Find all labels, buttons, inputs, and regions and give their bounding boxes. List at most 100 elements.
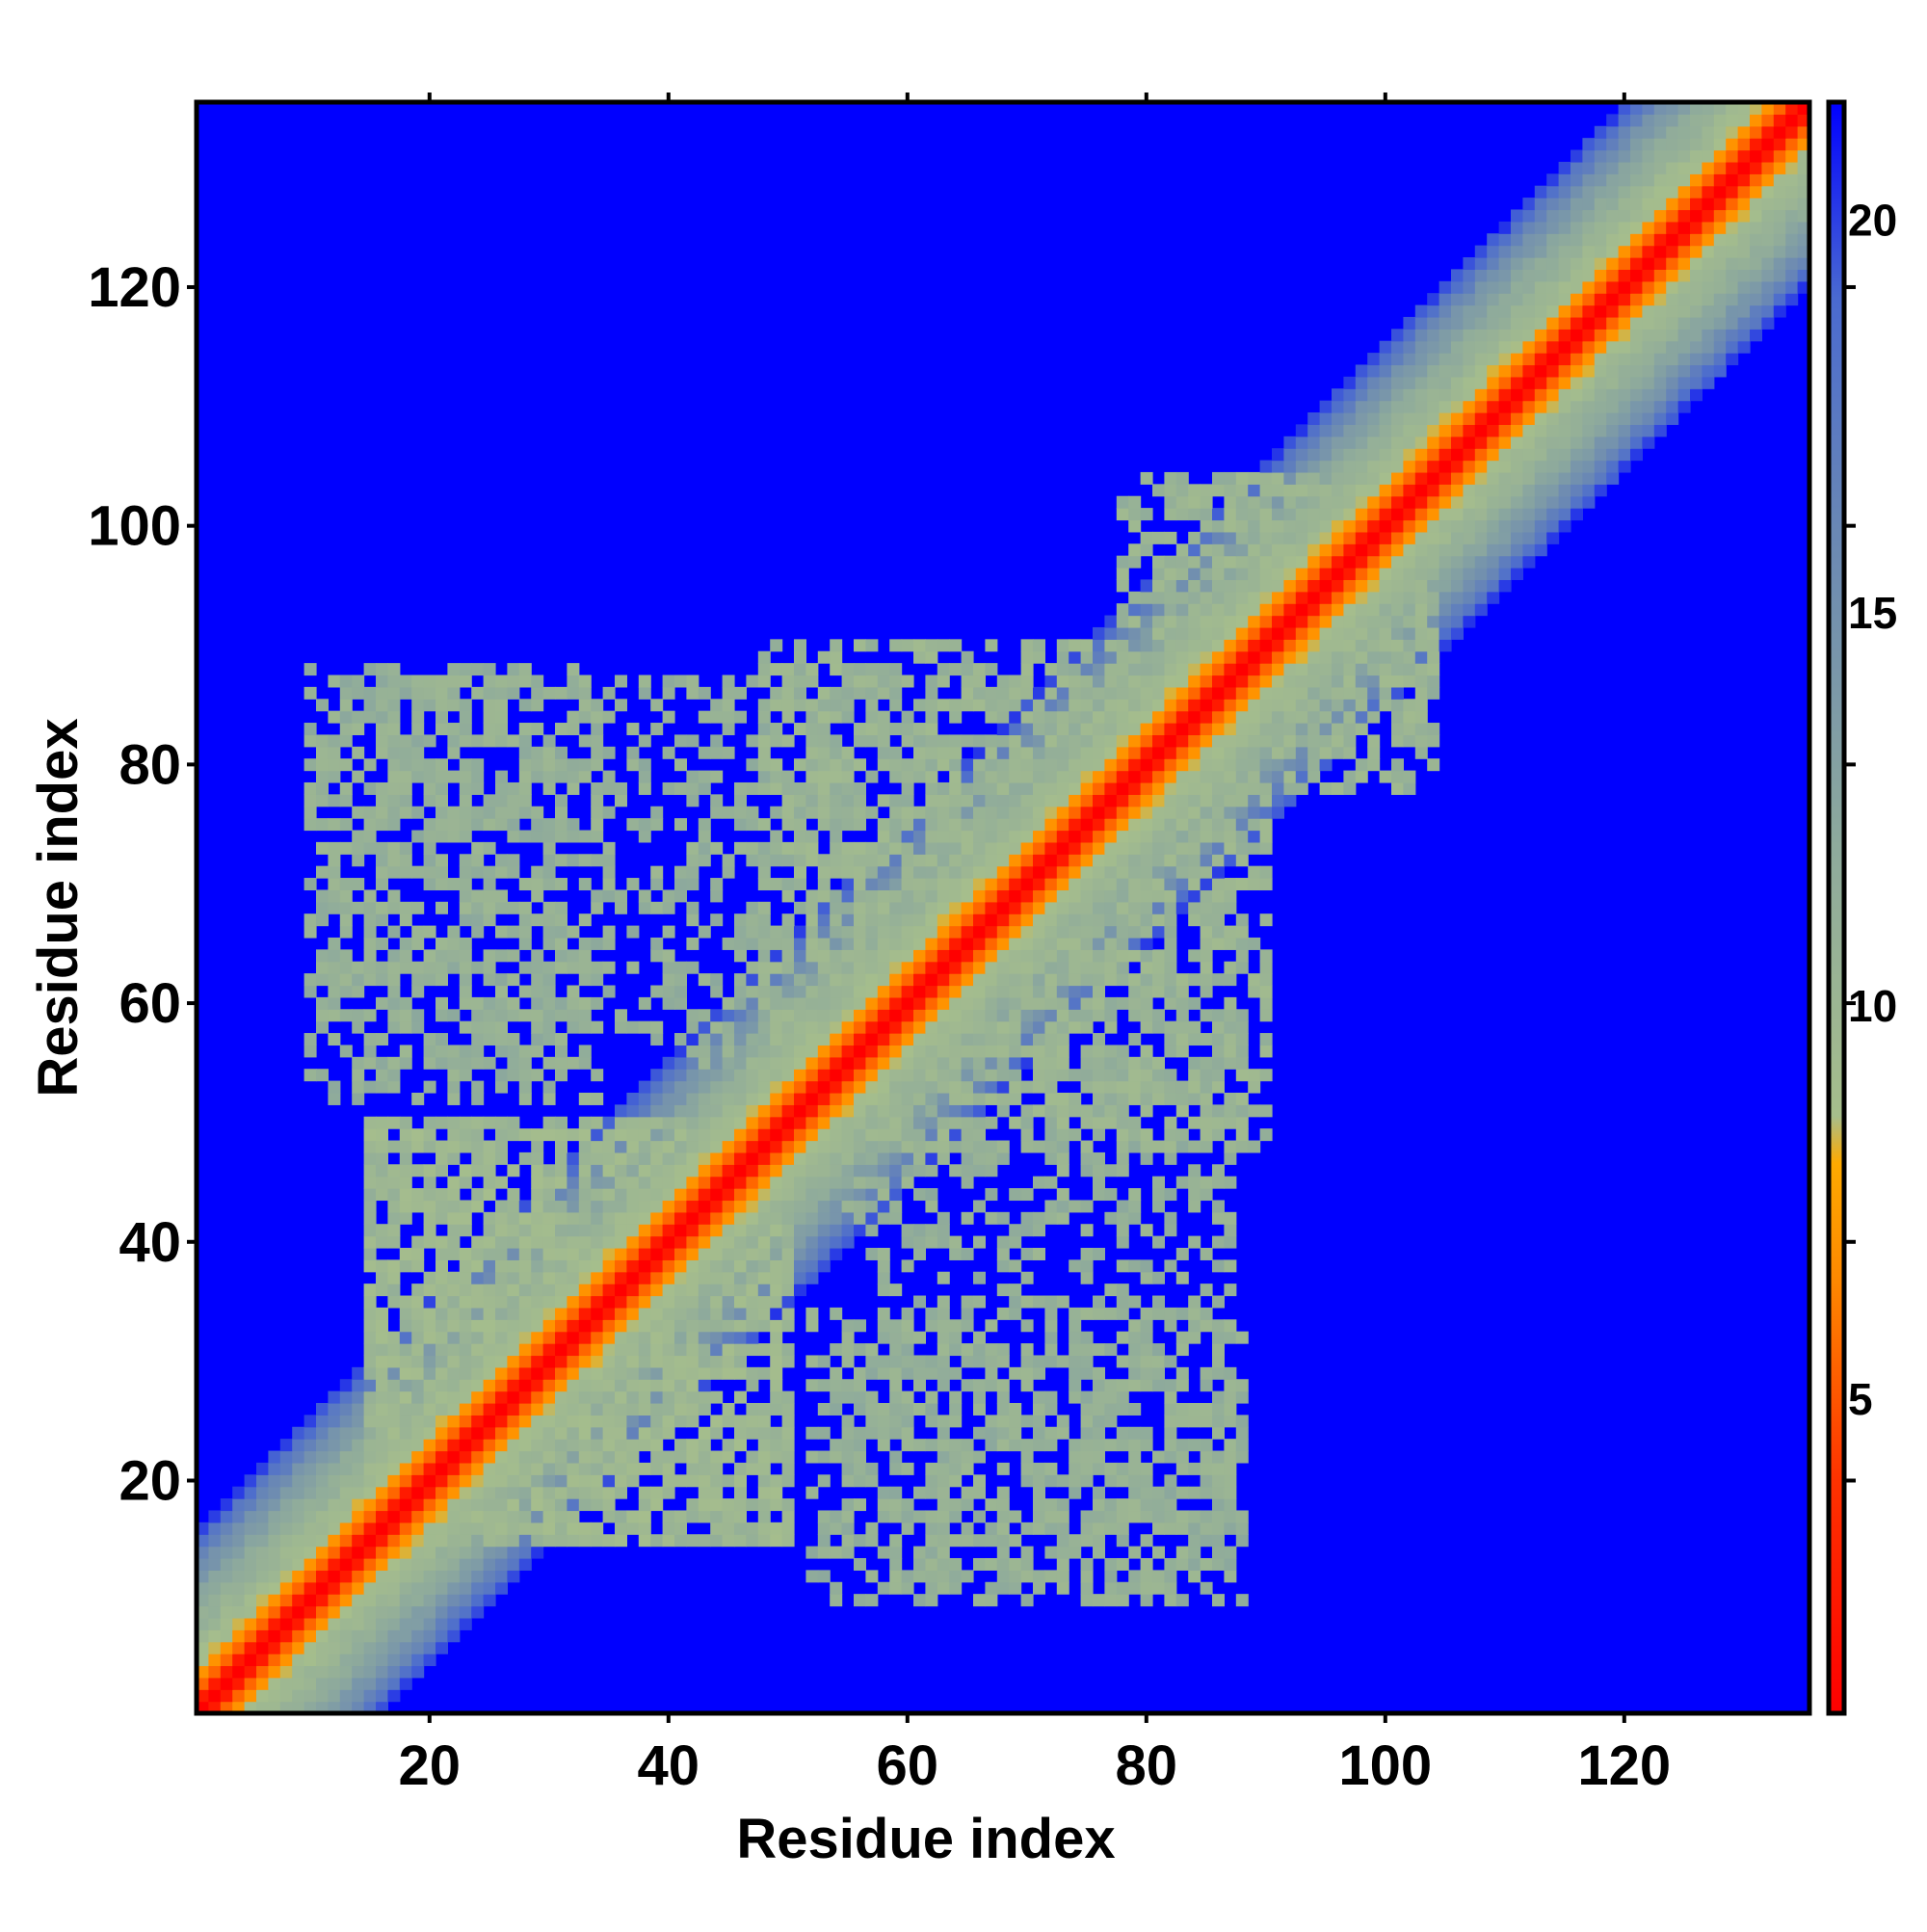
heatmap-cell [674,1307,687,1320]
heatmap-cell [1164,1594,1177,1607]
heatmap-cell [650,1092,664,1105]
heatmap-cell [961,949,974,963]
heatmap-cell [1128,854,1142,867]
heatmap-cell [662,1176,675,1189]
heatmap-cell [1188,1116,1201,1129]
heatmap-cell [1212,1069,1225,1082]
heatmap-cell [830,901,843,914]
heatmap-cell [399,1557,412,1571]
heatmap-cell [1020,770,1034,783]
heatmap-cell [1175,781,1189,795]
heatmap-cell [256,1654,269,1667]
heatmap-cell [1140,1319,1153,1333]
heatmap-cell [1188,830,1201,843]
heatmap-cell [447,770,461,783]
heatmap-cell [1104,1045,1118,1058]
heatmap-cell [423,1331,436,1344]
heatmap-cell [925,996,938,1010]
heatmap-cell [1009,1188,1022,1202]
heatmap-cell [638,1390,651,1404]
heatmap-cell [411,1284,425,1297]
heatmap-cell [650,1366,664,1380]
heatmap-cell [459,663,472,676]
heatmap-cell [1355,758,1368,772]
heatmap-cell [507,1307,520,1320]
heatmap-cell [1080,889,1094,903]
heatmap-cell [411,1331,425,1344]
heatmap-cell [1235,1379,1249,1392]
heatmap-cell [555,1366,568,1380]
heatmap-cell [901,1462,914,1475]
heatmap-cell [399,1259,412,1273]
heatmap-cell [1033,1176,1045,1189]
heatmap-cell [830,854,843,867]
heatmap-cell [1212,1056,1225,1070]
heatmap-cell [949,985,963,998]
heatmap-cell [1080,937,1094,950]
heatmap-cell [387,901,401,914]
heatmap-cell [854,841,866,855]
heatmap-cell [1104,949,1118,963]
heatmap-cell [710,734,724,748]
heatmap-cell [1140,770,1153,783]
heatmap-cell [1056,1009,1069,1022]
heatmap-cell [1200,1522,1213,1535]
heatmap-cell [602,1439,616,1452]
heatmap-cell [411,1546,425,1559]
heatmap-cell [471,1020,485,1034]
heatmap-cell [961,1295,974,1309]
heatmap-cell [913,913,926,927]
heatmap-cell [817,985,831,998]
heatmap-cell [698,1331,711,1344]
heatmap-cell [913,985,926,998]
heatmap-cell [447,1557,461,1571]
heatmap-cell [1056,854,1069,867]
heatmap-cell [794,1128,806,1142]
heatmap-cell [1283,781,1297,795]
heatmap-cell [1093,1164,1105,1178]
heatmap-cell [436,758,448,772]
heatmap-cell [483,901,496,914]
heatmap-cell [1056,699,1069,712]
heatmap-cell [1093,865,1105,879]
heatmap-cell [710,1200,724,1213]
heatmap-cell [615,1379,627,1392]
heatmap-cell [746,1402,759,1416]
heatmap-cell [865,1069,879,1082]
heatmap-cell [555,1128,568,1142]
heatmap-cell [794,1176,806,1189]
heatmap-cell [757,710,771,724]
heatmap-cell [1128,1343,1142,1357]
heatmap-cell [805,1247,819,1260]
heatmap-cell [615,1116,627,1129]
heatmap-cell [1009,699,1022,712]
heatmap-cell [686,1307,700,1320]
heatmap-cell [817,1510,831,1523]
heatmap-cell [889,1534,903,1548]
heatmap-cell [1259,723,1273,736]
heatmap-cell [615,1366,627,1380]
heatmap-cell [423,1056,436,1070]
heatmap-cell [1259,650,1273,664]
heatmap-cell [901,865,914,879]
heatmap-cell [304,1486,317,1499]
heatmap-cell [376,1665,388,1679]
heatmap-cell [578,1462,592,1475]
heatmap-cell [411,1654,425,1667]
heatmap-cell [1093,1069,1105,1082]
heatmap-cell [495,901,508,914]
heatmap-cell [531,1355,544,1368]
heatmap-cell [1044,1343,1058,1357]
heatmap-cell [256,1534,269,1548]
heatmap-cell [1069,901,1082,914]
heatmap-cell [387,1462,401,1475]
heatmap-cell [292,1701,305,1714]
heatmap-cell [483,1056,496,1070]
heatmap-cell [1116,841,1129,855]
heatmap-cell [722,699,735,712]
heatmap-cell [578,1450,592,1464]
heatmap-cell [1128,901,1142,914]
heatmap-cell [698,1151,711,1165]
heatmap-cell [1033,1402,1045,1416]
heatmap-cell [459,1617,472,1630]
